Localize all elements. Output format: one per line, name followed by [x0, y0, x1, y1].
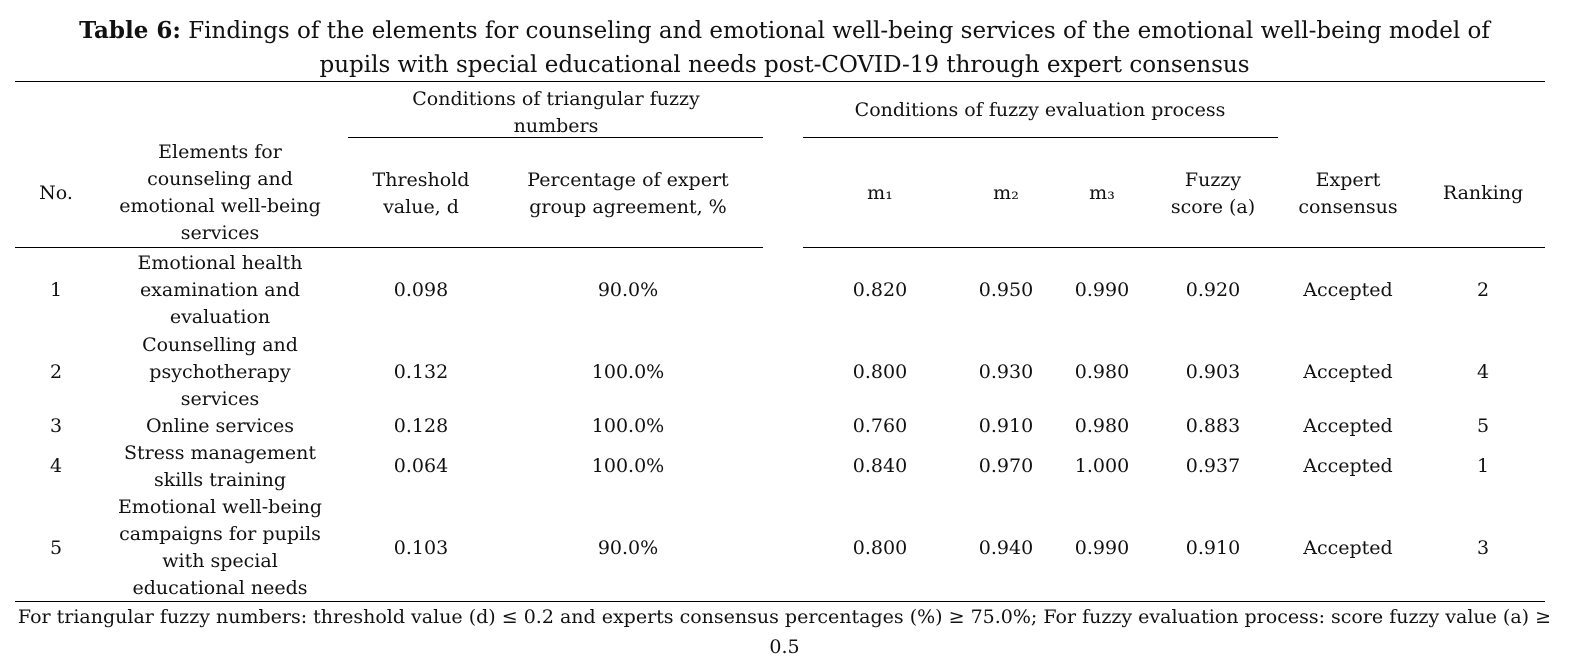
cell-consensus: Accepted: [1303, 455, 1393, 477]
cell-fuzzy-score: 0.920: [1185, 279, 1241, 301]
cell-ranking: 1: [1476, 455, 1490, 477]
cell-element: Emotional well-being campaigns for pupil…: [117, 496, 323, 599]
cell-fuzzy-score: 0.937: [1185, 455, 1241, 477]
col-header-ranking: Ranking: [1442, 182, 1524, 204]
cell-m2: 0.930: [978, 361, 1034, 383]
table-bottom-rule: [15, 601, 1545, 602]
cell-element: Online services: [145, 415, 294, 437]
cell-percentage: 100.0%: [591, 415, 665, 437]
col-header-no: No.: [39, 182, 73, 204]
col-header-fuzzy-score: Fuzzy score (a): [1170, 169, 1256, 218]
cell-consensus: Accepted: [1303, 415, 1393, 437]
cell-consensus: Accepted: [1303, 279, 1393, 301]
cell-fuzzy-score: 0.910: [1185, 537, 1241, 559]
cell-m1: 0.800: [852, 537, 908, 559]
cell-m2: 0.940: [978, 537, 1034, 559]
cell-m3: 0.990: [1074, 537, 1130, 559]
cell-consensus: Accepted: [1303, 361, 1393, 383]
group-rule-tfn: [348, 137, 763, 138]
cell-threshold: 0.128: [393, 415, 449, 437]
cell-no: 2: [49, 361, 63, 383]
group-header-triangular-fuzzy-numbers: Conditions of triangular fuzzy numbers: [412, 88, 700, 137]
caption-line-1: Table 6: Findings of the elements for co…: [0, 14, 1569, 48]
cell-m2: 0.950: [978, 279, 1034, 301]
group-header-fuzzy-evaluation-process: Conditions of fuzzy evaluation process: [854, 99, 1226, 121]
cell-percentage: 100.0%: [591, 455, 665, 477]
cell-m1: 0.800: [852, 361, 908, 383]
cell-percentage: 90.0%: [597, 537, 659, 559]
col-header-m3: m₃: [1089, 182, 1115, 204]
cell-element: Stress management skills training: [124, 442, 316, 491]
cell-no: 4: [49, 455, 63, 477]
col-header-percentage: Percentage of expert group agreement, %: [527, 169, 729, 218]
header-bottom-rule-left: [15, 247, 763, 248]
cell-no: 3: [49, 415, 63, 437]
cell-m3: 1.000: [1074, 455, 1130, 477]
caption-line-2: pupils with special educational needs po…: [319, 52, 1250, 78]
cell-ranking: 5: [1476, 415, 1490, 437]
cell-element: Counselling and psychotherapy services: [142, 334, 298, 410]
cell-threshold: 0.064: [393, 455, 449, 477]
col-header-expert-consensus: Expert consensus: [1298, 169, 1398, 218]
col-header-threshold: Threshold value, d: [372, 169, 470, 218]
cell-m3: 0.990: [1074, 279, 1130, 301]
cell-consensus: Accepted: [1303, 537, 1393, 559]
col-header-m2: m₂: [993, 182, 1019, 204]
header-bottom-rule-right: [803, 247, 1545, 248]
cell-percentage: 90.0%: [597, 279, 659, 301]
cell-ranking: 4: [1476, 361, 1490, 383]
caption-text-1: Findings of the elements for counseling …: [188, 18, 1490, 44]
cell-m3: 0.980: [1074, 415, 1130, 437]
cell-ranking: 2: [1476, 279, 1490, 301]
cell-fuzzy-score: 0.883: [1185, 415, 1241, 437]
table-top-rule: [15, 81, 1545, 82]
col-header-m1: m₁: [867, 182, 893, 204]
cell-m1: 0.760: [852, 415, 908, 437]
cell-m1: 0.840: [852, 455, 908, 477]
cell-ranking: 3: [1476, 537, 1490, 559]
cell-threshold: 0.098: [393, 279, 449, 301]
cell-threshold: 0.103: [393, 537, 449, 559]
cell-m3: 0.980: [1074, 361, 1130, 383]
caption-label: Table 6:: [79, 17, 181, 44]
cell-element: Emotional health examination and evaluat…: [137, 252, 303, 328]
cell-m2: 0.910: [978, 415, 1034, 437]
group-rule-fep: [803, 137, 1278, 138]
table-caption: Table 6: Findings of the elements for co…: [0, 14, 1569, 82]
cell-no: 5: [49, 537, 63, 559]
cell-m1: 0.820: [852, 279, 908, 301]
cell-threshold: 0.132: [393, 361, 449, 383]
table-footnote: For triangular fuzzy numbers: threshold …: [17, 606, 1552, 658]
cell-fuzzy-score: 0.903: [1185, 361, 1241, 383]
cell-m2: 0.970: [978, 455, 1034, 477]
cell-no: 1: [49, 279, 63, 301]
col-header-element: Elements for counseling and emotional we…: [119, 141, 321, 244]
cell-percentage: 100.0%: [591, 361, 665, 383]
